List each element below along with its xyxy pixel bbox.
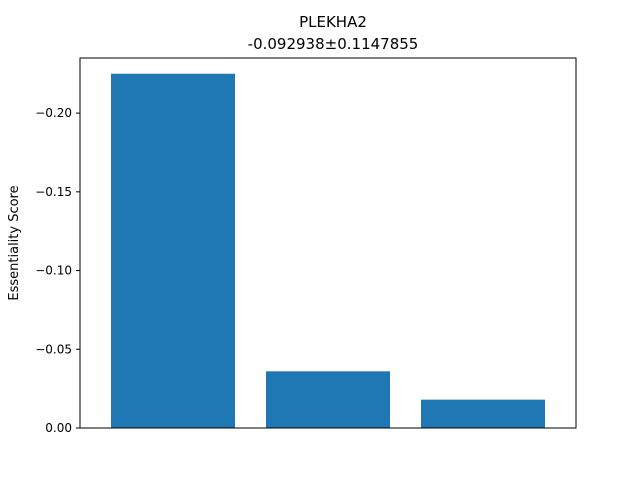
bar-3 [421, 399, 545, 428]
y-tick-label: 0.00 [45, 421, 72, 435]
y-tick-label: −0.10 [35, 264, 72, 278]
y-tick-label: −0.20 [35, 106, 72, 120]
y-axis-label: Essentiality Score [7, 185, 22, 300]
bar-1 [111, 73, 235, 428]
bars-group [111, 73, 545, 428]
y-tick-label: −0.15 [35, 185, 72, 199]
y-ticks-group: 0.00 −0.05 −0.10 −0.15 −0.20 [35, 106, 80, 435]
plot-frame [79, 57, 577, 429]
chart-title: PLEKHA2 [299, 13, 367, 31]
chart-subtitle: -0.092938±0.1147855 [248, 35, 419, 53]
y-tick-label: −0.05 [35, 342, 72, 356]
bar-2 [266, 371, 390, 428]
